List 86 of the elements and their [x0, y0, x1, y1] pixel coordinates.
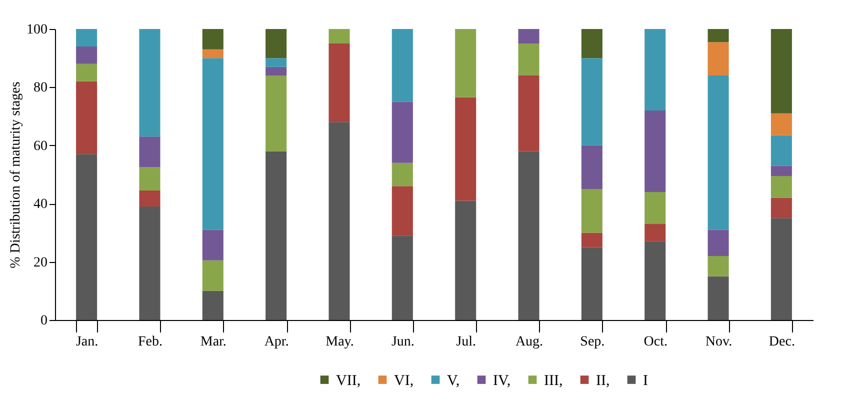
x-tick-label: Jun. — [391, 334, 414, 350]
bar — [266, 76, 287, 152]
bar — [76, 81, 98, 154]
bar — [76, 29, 98, 46]
bar — [455, 29, 476, 98]
legend-label: IV, — [493, 372, 511, 389]
bar — [328, 44, 350, 122]
bar — [708, 230, 729, 256]
bar — [644, 29, 666, 110]
bar — [202, 58, 224, 230]
bar — [266, 29, 287, 58]
bar — [392, 102, 413, 163]
bar — [392, 162, 413, 186]
bar — [708, 76, 729, 230]
legend-label: VI, — [394, 372, 414, 389]
x-tick-label: Aug. — [515, 334, 544, 350]
y-tick-label: 100 — [26, 22, 48, 38]
y-tick-label: 20 — [34, 255, 48, 270]
bar — [581, 58, 602, 146]
x-tick-label: Apr. — [264, 334, 289, 350]
legend-label: VII, — [336, 372, 361, 389]
bar — [139, 206, 160, 320]
bar — [708, 42, 729, 76]
bar — [328, 122, 350, 320]
bar — [202, 260, 224, 291]
bar — [392, 236, 413, 320]
bar — [455, 200, 476, 320]
legend-label: III, — [544, 372, 563, 389]
bar — [770, 29, 792, 114]
x-tick-label: May. — [326, 334, 354, 350]
bar — [266, 151, 287, 320]
bar — [581, 247, 602, 320]
bar — [266, 66, 287, 76]
bar — [644, 224, 666, 242]
bar — [770, 113, 792, 136]
bar — [518, 44, 540, 76]
x-tick-label: Mar. — [200, 334, 226, 350]
x-tick-label: Oct. — [644, 334, 668, 350]
bar — [202, 29, 224, 50]
bar — [76, 154, 98, 320]
bar — [644, 192, 666, 224]
y-tick-label: 80 — [34, 80, 48, 96]
bar — [708, 29, 729, 42]
x-tick-label: Dec. — [768, 334, 795, 350]
bar — [392, 29, 413, 102]
bar — [76, 64, 98, 82]
x-tick-label: Feb. — [138, 334, 162, 350]
bar — [518, 29, 540, 44]
legend-label: II, — [596, 372, 610, 389]
bar — [266, 58, 287, 67]
bar — [139, 29, 160, 137]
bar — [770, 135, 792, 166]
bar — [518, 151, 540, 320]
bar — [581, 232, 602, 248]
bar — [139, 190, 160, 207]
bar — [708, 276, 729, 320]
bar — [328, 29, 350, 44]
bar — [139, 136, 160, 168]
bar — [392, 186, 413, 236]
bar — [770, 166, 792, 176]
bar — [202, 290, 224, 320]
bar — [770, 176, 792, 198]
bar — [76, 46, 98, 64]
bar — [644, 241, 666, 320]
x-tick-label: Sep. — [580, 334, 605, 350]
bar — [455, 97, 476, 201]
bar — [770, 198, 792, 218]
bar — [708, 256, 729, 276]
legend-label: V, — [447, 372, 460, 389]
bar — [644, 110, 666, 192]
bar — [202, 49, 224, 58]
y-tick-label: 0 — [40, 314, 48, 328]
legend-label: I — [643, 372, 648, 389]
bar — [139, 167, 160, 191]
x-tick-label: Jan. — [76, 334, 98, 350]
bar — [202, 230, 224, 260]
x-tick-label: Jul. — [456, 334, 476, 350]
y-tick-label: 60 — [34, 138, 48, 154]
bar — [581, 189, 602, 233]
bar — [581, 29, 602, 58]
bar — [770, 218, 792, 320]
x-tick-label: Nov. — [705, 334, 732, 350]
bar — [581, 145, 602, 190]
y-tick-label: 40 — [34, 197, 48, 212]
bar — [518, 76, 540, 152]
y-axis-title: % Distribution of maturity stages — [8, 82, 24, 268]
